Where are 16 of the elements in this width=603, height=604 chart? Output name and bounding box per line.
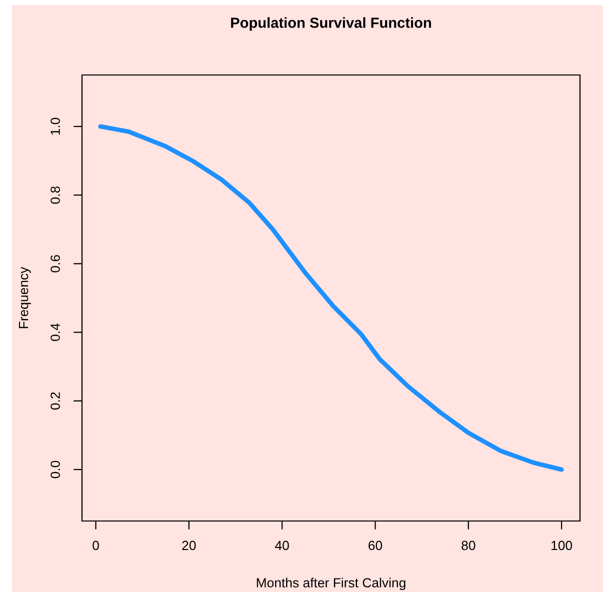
y-tick-label: 0.8 xyxy=(50,186,60,204)
y-tick-label: 0.2 xyxy=(50,392,60,410)
y-tick-label: 1.0 xyxy=(50,118,60,135)
x-tick-label: 80 xyxy=(462,540,476,550)
y-tick-label: 0.6 xyxy=(50,255,60,272)
chart-title: Population Survival Function xyxy=(231,17,431,31)
x-tick-label: 60 xyxy=(368,540,382,550)
y-axis-title: Frequency xyxy=(18,266,31,328)
x-tick-label: 20 xyxy=(182,540,196,550)
line-series xyxy=(98,124,564,472)
x-tick-label: 100 xyxy=(552,540,572,550)
x-tick-label: 0 xyxy=(92,540,99,550)
x-axis-title: Months after First Calving xyxy=(256,578,406,590)
y-tick-label: 0.4 xyxy=(50,324,60,341)
x-tick-label: 40 xyxy=(275,540,289,550)
y-tick-label: 0.0 xyxy=(50,460,60,478)
